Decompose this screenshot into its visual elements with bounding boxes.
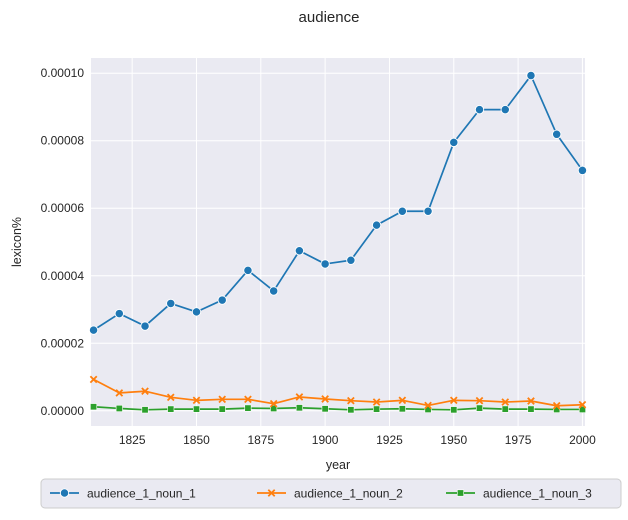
- data-point: [527, 397, 535, 405]
- x-tick-label: 1900: [312, 433, 339, 447]
- y-tick-label: 0.00006: [41, 201, 85, 215]
- data-point: [450, 406, 458, 414]
- data-point: [373, 405, 381, 413]
- data-point: [500, 105, 510, 115]
- data-point: [270, 404, 278, 412]
- data-point: [346, 255, 356, 265]
- y-tick-label: 0.00008: [41, 134, 85, 148]
- chart-title: audience: [299, 9, 360, 26]
- data-point: [269, 286, 279, 296]
- data-point: [167, 405, 175, 413]
- data-point: [320, 259, 330, 269]
- data-point: [244, 404, 252, 412]
- grid-lines: [91, 58, 585, 426]
- data-point: [501, 398, 510, 406]
- data-point: [166, 393, 175, 402]
- data-point: [501, 405, 509, 413]
- data-point: [269, 399, 278, 408]
- data-point: [218, 395, 227, 404]
- legend-item: audience_1_noun_3: [446, 487, 592, 501]
- series-line: [93, 378, 583, 407]
- legend-marker: [267, 489, 276, 497]
- series-audience_1_noun_1: [88, 70, 588, 335]
- data-point: [321, 405, 329, 413]
- legend-label: audience_1_noun_2: [294, 487, 403, 501]
- data-point: [141, 387, 149, 396]
- legend-marker: [456, 489, 464, 497]
- data-point: [398, 405, 406, 413]
- data-point: [552, 129, 562, 139]
- data-point: [577, 165, 588, 176]
- data-point: [114, 308, 124, 319]
- data-point: [372, 398, 381, 406]
- data-point: [423, 206, 433, 216]
- data-point: [90, 403, 98, 411]
- x-tick-label: 1950: [440, 433, 467, 447]
- data-point: [474, 105, 485, 115]
- data-point: [140, 321, 150, 331]
- data-point: [552, 401, 561, 410]
- y-tick-label: 0.00004: [41, 269, 85, 283]
- data-point: [295, 404, 303, 412]
- data-point: [243, 265, 253, 276]
- data-point: [191, 307, 202, 317]
- data-point: [578, 405, 586, 413]
- data-point: [88, 325, 99, 335]
- data-point: [192, 405, 200, 413]
- data-point: [347, 406, 355, 414]
- data-point: [217, 295, 227, 305]
- tick-labels: 1825 1850 1875 1900 1925 1950 1975 2000 0.00000 0…: [41, 66, 596, 447]
- data-point: [527, 405, 535, 413]
- data-point: [115, 404, 123, 412]
- plot-area: [91, 58, 585, 426]
- data-point: [397, 206, 407, 216]
- legend-label: audience_1_noun_1: [87, 487, 196, 501]
- data-point: [166, 298, 176, 309]
- series-audience_1_noun_2: [89, 375, 587, 410]
- data-point: [578, 400, 587, 409]
- x-tick-label: 1850: [183, 433, 210, 447]
- data-point: [347, 396, 355, 405]
- x-tick-label: 1875: [247, 433, 274, 447]
- data-point: [218, 405, 226, 413]
- data-point: [244, 395, 252, 404]
- x-axis-label: year: [326, 458, 350, 472]
- legend-frame: [40, 478, 622, 509]
- y-axis-label: lexicon%: [10, 217, 24, 267]
- data-point: [192, 396, 201, 405]
- data-point: [476, 404, 484, 412]
- data-point: [321, 395, 329, 403]
- legend-items: audience_1_noun_1 audience_1_noun_2 audien…: [50, 487, 592, 501]
- series-line: [93, 405, 583, 411]
- data-point: [449, 396, 458, 405]
- data-point: [89, 375, 98, 384]
- legend-label: audience_1_noun_3: [483, 487, 592, 501]
- x-tick-label: 1825: [119, 433, 146, 447]
- x-tick-label: 1975: [505, 433, 532, 447]
- data-point: [115, 389, 124, 397]
- data-point: [424, 401, 432, 410]
- data-point: [449, 137, 459, 148]
- y-tick-label: 0.00002: [41, 336, 85, 350]
- data-point: [526, 70, 536, 81]
- data-point: [294, 246, 305, 256]
- data-point: [295, 393, 304, 401]
- data-point: [371, 220, 382, 230]
- y-tick-label: 0.00000: [41, 404, 85, 418]
- legend: audience_1_noun_1 audience_1_noun_2 audien…: [40, 478, 622, 509]
- series-audience_1_noun_3: [90, 403, 586, 414]
- x-tick-label: 1925: [376, 433, 403, 447]
- legend-marker: [59, 488, 70, 498]
- data-point: [141, 406, 149, 414]
- legend-item: audience_1_noun_2: [257, 487, 403, 501]
- legend-item: audience_1_noun_1: [50, 487, 196, 501]
- x-tick-label: 2000: [569, 433, 596, 447]
- data-point: [475, 396, 484, 405]
- data-point: [398, 396, 407, 405]
- y-tick-label: 0.00010: [41, 66, 85, 80]
- series-layer: [88, 70, 588, 414]
